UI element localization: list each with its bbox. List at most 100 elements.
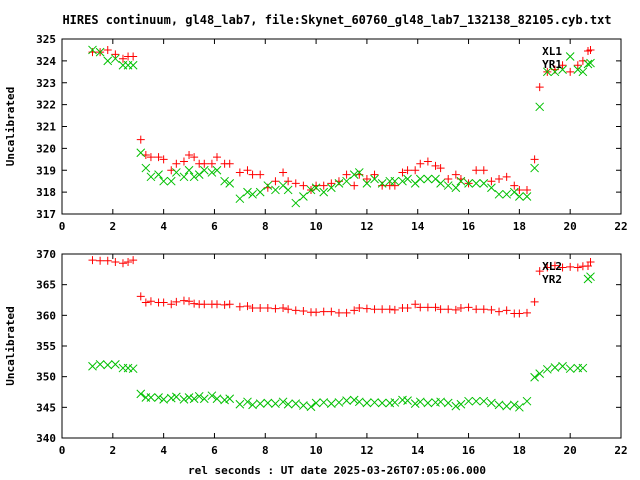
data-point-xl2 [124, 257, 133, 266]
data-point-xl2 [225, 300, 234, 309]
data-point-xl1 [411, 166, 420, 175]
data-point-xl2 [403, 303, 412, 312]
data-point-yr2 [326, 399, 336, 409]
x-tick-label: 20 [564, 220, 577, 233]
data-point-xl2 [220, 300, 229, 309]
data-point-yr2 [522, 396, 532, 406]
data-point-yr2 [494, 400, 504, 410]
data-point-yr2 [136, 389, 146, 399]
x-tick-label: 16 [462, 220, 476, 233]
data-point-yr2 [370, 398, 379, 407]
data-point-xl1 [190, 153, 199, 162]
data-point-xl2 [342, 308, 351, 317]
x-tick-label: 6 [211, 444, 218, 457]
y-tick-label: 365 [36, 279, 56, 292]
data-point-yr1 [390, 176, 400, 186]
data-point-xl2 [312, 308, 321, 317]
data-point-yr1 [283, 185, 293, 195]
y-tick-label: 321 [36, 121, 56, 134]
data-point-xl1 [327, 179, 336, 188]
data-point-xl1 [279, 168, 288, 177]
data-point-xl2 [502, 306, 511, 315]
data-point-yr2 [283, 399, 293, 409]
data-point-xl2 [436, 305, 445, 314]
data-point-xl2 [558, 263, 567, 272]
data-point-yr2 [291, 399, 301, 409]
x-tick-label: 14 [411, 444, 425, 457]
data-point-yr2 [550, 363, 560, 372]
data-point-yr1 [334, 179, 344, 188]
data-point-xl2 [179, 296, 188, 305]
data-point-yr1 [403, 174, 412, 184]
data-point-xl2 [279, 303, 288, 312]
data-point-yr2 [111, 360, 120, 369]
data-point-yr2 [515, 402, 524, 412]
y-tick-label: 355 [36, 340, 56, 353]
data-point-xl2 [235, 302, 244, 311]
data-point-xl1 [403, 166, 412, 175]
data-point-yr1 [535, 102, 545, 112]
data-point-yr1 [423, 174, 433, 184]
data-point-yr1 [436, 179, 445, 188]
bottom-panel: 0 2 4 6 8 10 12 14 16 18 20 22 340 345 350 355 360 365 370… [4, 248, 628, 457]
data-point-xl2 [319, 307, 328, 316]
series-xl2 [88, 256, 595, 318]
data-point-yr2 [189, 394, 199, 404]
data-point-xl2 [129, 256, 138, 265]
data-point-xl2 [444, 305, 453, 314]
y-tick-label: 322 [36, 99, 56, 112]
data-point-xl2 [472, 305, 481, 314]
data-point-yr2 [456, 399, 466, 409]
x-tick-label: 0 [59, 220, 66, 233]
data-point-xl2 [362, 304, 371, 313]
data-point-yr2 [225, 394, 235, 404]
x-tick-label: 2 [110, 444, 117, 457]
data-point-xl1 [185, 150, 194, 159]
data-point-yr1 [326, 183, 336, 193]
data-point-yr1 [542, 67, 552, 77]
data-point-yr1 [550, 67, 560, 77]
data-point-yr2 [319, 398, 329, 407]
data-point-xl1 [416, 159, 425, 168]
x-tick-label: 22 [614, 220, 627, 233]
y-tick-label: 320 [36, 142, 56, 155]
data-point-yr1 [578, 67, 588, 77]
data-point-xl2 [479, 305, 488, 314]
data-point-xl1 [179, 157, 188, 166]
y-tick-label: 319 [36, 164, 56, 177]
data-point-xl1 [172, 159, 181, 168]
data-point-yr1 [398, 176, 407, 186]
x-tick-label: 0 [59, 444, 66, 457]
data-point-xl1 [530, 155, 539, 164]
data-point-yr2 [278, 397, 288, 407]
data-point-yr1 [487, 183, 496, 193]
data-point-xl1 [136, 135, 145, 144]
data-point-yr1 [565, 52, 575, 61]
data-point-yr1 [220, 176, 229, 186]
data-point-xl2 [522, 308, 531, 317]
data-point-yr2 [349, 395, 359, 405]
data-point-yr1 [522, 192, 532, 201]
data-point-yr1 [154, 170, 163, 179]
data-point-yr2 [410, 399, 420, 409]
data-point-xl2 [573, 263, 582, 272]
data-point-xl1 [423, 157, 432, 166]
data-point-yr2 [535, 369, 545, 378]
data-point-yr2 [199, 394, 209, 404]
data-point-yr2 [146, 393, 156, 402]
data-point-xl1 [256, 170, 265, 179]
data-point-yr2 [487, 398, 496, 408]
data-point-yr1 [255, 187, 265, 197]
y-tick-label: 323 [36, 77, 56, 90]
data-point-yr1 [354, 168, 364, 177]
data-point-xl2 [411, 300, 420, 309]
data-point-yr2 [558, 361, 567, 371]
data-point-yr2 [334, 398, 344, 407]
data-point-xl2 [515, 309, 524, 318]
x-tick-label: 16 [462, 444, 476, 457]
data-point-xl1 [479, 166, 488, 175]
data-point-xl1 [103, 45, 112, 54]
legend-marker-yr2 [583, 274, 593, 284]
data-point-yr1 [271, 185, 280, 195]
data-point-yr1 [515, 192, 524, 201]
